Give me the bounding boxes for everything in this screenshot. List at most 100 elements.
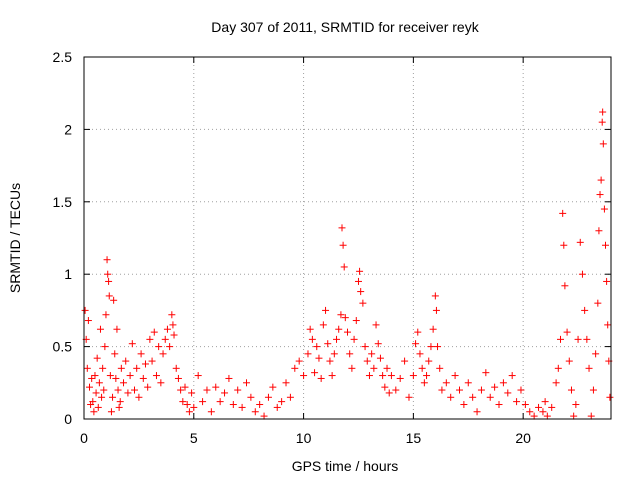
data-point [225,374,233,382]
data-point [352,317,360,325]
data-point [84,317,92,325]
axis-ticks [83,56,611,420]
data-point [589,386,597,394]
data-point [128,340,136,348]
data-point [113,325,121,333]
data-point [315,354,323,362]
data-point [105,277,113,285]
data-point [159,350,167,358]
data-point [116,398,124,406]
data-point [597,176,605,184]
data-point [357,288,365,296]
data-point [574,335,582,343]
data-point [148,357,156,365]
data-point [172,364,180,372]
data-point [570,412,578,420]
data-point [556,335,564,343]
data-point [107,408,115,416]
data-point [387,372,395,380]
data-point [548,403,556,411]
data-point [306,325,314,333]
data-point [326,357,334,365]
data-point [495,401,503,409]
data-point [212,383,220,391]
data-point [273,403,281,411]
data-point [599,140,607,148]
data-point [188,389,196,397]
data-point [427,343,435,351]
data-point [606,393,614,401]
data-point [517,386,525,394]
data-point [174,374,182,382]
data-point [282,379,290,387]
data-point [183,401,191,409]
data-point [103,256,111,264]
y-tick-label: 0.5 [53,339,73,355]
data-point [317,374,325,382]
data-point [102,311,110,319]
data-point [308,335,316,343]
data-point [105,292,113,300]
data-point [499,379,507,387]
data-point [141,360,149,368]
data-point [179,398,187,406]
data-point [278,398,286,406]
data-point [464,379,472,387]
data-point [264,393,272,401]
data-point [242,379,250,387]
y-tick-label: 2 [64,121,72,137]
data-point [94,403,102,411]
data-point [256,401,264,409]
data-point [300,372,308,380]
data-point [539,408,547,416]
data-point [170,331,178,339]
data-point [416,350,424,358]
data-point [486,393,494,401]
data-point [110,296,118,304]
plot-frame [83,56,612,420]
data-point [396,374,404,382]
data-point [578,270,586,278]
data-point [216,398,224,406]
data-point [401,357,409,365]
data-point [93,354,101,362]
data-point [207,408,215,416]
y-axis-label: SRMTID / TECUs [7,183,23,293]
data-point [181,383,189,391]
x-tick-label: 15 [406,430,422,446]
data-point [376,354,384,362]
data-point [157,379,165,387]
data-point [234,386,242,394]
data-point [354,277,362,285]
data-point [434,343,442,351]
data-point [85,383,93,391]
data-point [115,403,123,411]
data-point [368,350,376,358]
data-point [269,383,277,391]
x-tick-label: 20 [515,430,531,446]
x-tick-label: 5 [190,430,198,446]
data-point [338,224,346,232]
data-point [491,383,499,391]
data-point [560,241,568,249]
data-point [304,350,312,358]
data-point [139,374,147,382]
data-point [482,369,490,377]
data-point [89,398,97,406]
data-point [247,393,255,401]
data-point [339,241,347,249]
data-point [111,350,119,358]
data-point [432,306,440,314]
data-point [409,372,417,380]
data-point [436,364,444,372]
data-point [150,328,158,336]
data-point [221,389,229,397]
data-point [581,306,589,314]
x-tick-labels: 0 5 10 15 20 [80,430,531,446]
data-point [585,364,593,372]
data-point [429,325,437,333]
data-point [155,343,163,351]
data-point [372,321,380,329]
data-point [405,393,413,401]
